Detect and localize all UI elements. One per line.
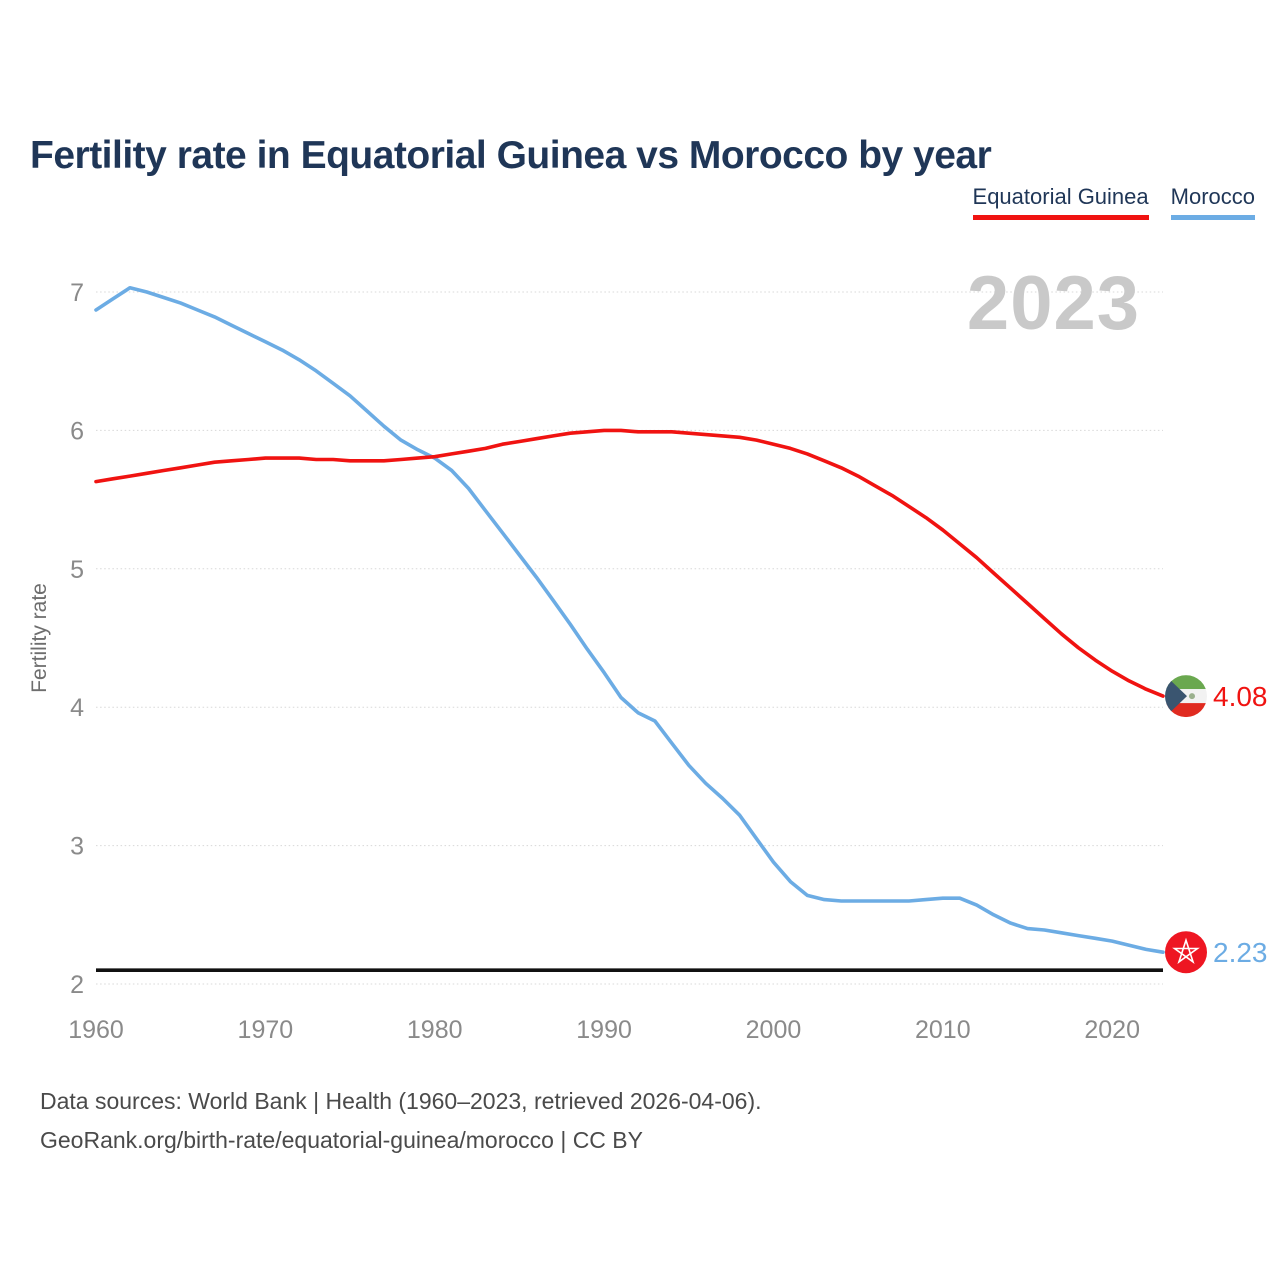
end-value-label-equatorial-guinea: 4.08 <box>1213 681 1268 712</box>
x-tick-label: 2000 <box>746 1016 802 1044</box>
y-tick-label: 7 <box>70 279 84 307</box>
page-title: Fertility rate in Equatorial Guinea vs M… <box>30 134 992 178</box>
y-axis-label: Fertility rate <box>28 583 51 693</box>
y-tick-label: 3 <box>70 833 84 861</box>
x-tick-label: 1960 <box>68 1016 124 1044</box>
y-tick-label: 4 <box>70 694 84 722</box>
x-tick-label: 2010 <box>915 1016 971 1044</box>
chart-legend: Equatorial Guinea Morocco <box>972 184 1255 220</box>
data-source-line: Data sources: World Bank | Health (1960–… <box>40 1088 762 1114</box>
x-tick-label: 2020 <box>1084 1016 1140 1044</box>
source-url-line: GeoRank.org/birth-rate/equatorial-guinea… <box>40 1127 643 1153</box>
y-tick-label: 5 <box>70 556 84 584</box>
series-line-morocco <box>94 285 1165 955</box>
x-tick-label: 1980 <box>407 1016 463 1044</box>
year-watermark: 2023 <box>966 261 1140 346</box>
attribution-footer: Data sources: World Bank | Health (1960–… <box>40 1082 762 1160</box>
y-tick-label: 2 <box>70 971 84 999</box>
y-tick-label: 6 <box>70 417 84 445</box>
x-tick-label: 1990 <box>576 1016 632 1044</box>
x-tick-label: 1970 <box>238 1016 294 1044</box>
series-line-equatorial-guinea <box>94 428 1165 698</box>
equatorial-guinea-flag-icon <box>1165 675 1207 718</box>
grid-lines <box>96 291 1163 985</box>
legend-item-morocco[interactable]: Morocco <box>1170 184 1255 220</box>
end-value-label-morocco: 2.23 <box>1213 937 1268 968</box>
legend-item-equatorial-guinea[interactable]: Equatorial Guinea <box>972 184 1149 220</box>
morocco-flag-icon <box>1165 931 1207 974</box>
